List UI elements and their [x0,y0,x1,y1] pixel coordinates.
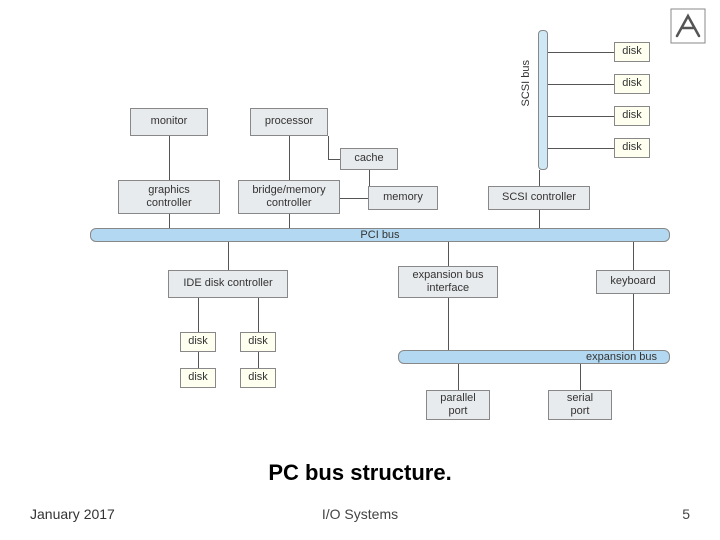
connector-line [169,214,170,228]
footer-topic: I/O Systems [0,506,720,522]
connector-line [448,298,449,350]
connector-line [539,170,540,186]
connector-line [548,116,614,117]
node-ide-disk2: disk [240,332,276,352]
node-ide-disk4: disk [240,368,276,388]
connector-line [328,136,329,159]
node-ide-disk3: disk [180,368,216,388]
connector-line [548,84,614,85]
node-scsi-disk1: disk [614,42,650,62]
pci-bus: PCI bus [90,228,670,242]
connector-line [548,52,614,53]
connector-line [580,364,581,390]
connector-line [198,298,199,332]
connector-line [169,136,170,180]
connector-line [458,364,459,390]
slide-title: PC bus structure. [0,460,720,486]
connector-line [633,242,634,270]
node-bridge: bridge/memory controller [238,180,340,214]
connector-line [340,198,368,199]
node-scsi-disk2: disk [614,74,650,94]
node-keyboard: keyboard [596,270,670,294]
connector-line [289,214,290,228]
bus-structure-diagram: PCI bus expansion bus SCSI bus monitor proce… [80,10,680,450]
node-scsi-disk3: disk [614,106,650,126]
connector-line [548,148,614,149]
node-ide: IDE disk controller [168,270,288,298]
connector-line [633,294,634,350]
scsi-bus-label: SCSI bus [520,60,532,106]
scsi-bus [538,30,548,170]
node-serial: serial port [548,390,612,420]
node-exp-iface: expansion bus interface [398,266,498,298]
node-graphics: graphics controller [118,180,220,214]
expansion-bus: expansion bus [398,350,670,364]
node-monitor: monitor [130,108,208,136]
connector-line [448,242,449,266]
connector-line [258,352,259,368]
connector-line [258,298,259,332]
connector-line [228,242,229,270]
connector-line [198,352,199,368]
node-processor: processor [250,108,328,136]
node-scsi-disk4: disk [614,138,650,158]
node-ide-disk1: disk [180,332,216,352]
node-parallel: parallel port [426,390,490,420]
connector-line [539,210,540,228]
footer-page-number: 5 [682,506,690,522]
node-memory: memory [368,186,438,210]
connector-line [289,136,290,180]
node-scsi-ctrl: SCSI controller [488,186,590,210]
node-cache: cache [340,148,398,170]
